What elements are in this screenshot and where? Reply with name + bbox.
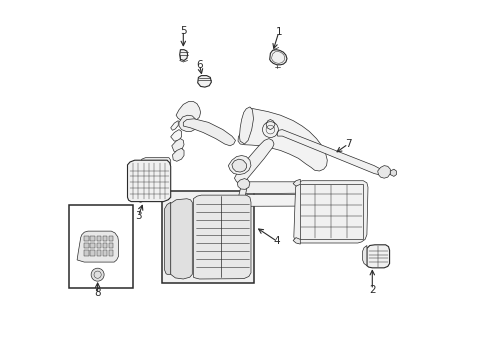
Polygon shape (362, 246, 366, 266)
Polygon shape (171, 139, 183, 152)
Polygon shape (170, 130, 181, 141)
Polygon shape (164, 202, 170, 274)
Polygon shape (241, 182, 366, 194)
Polygon shape (366, 245, 389, 268)
Text: 2: 2 (368, 285, 375, 295)
Polygon shape (292, 238, 300, 244)
Polygon shape (179, 115, 197, 131)
Polygon shape (176, 102, 200, 122)
Bar (90, 236, 95, 241)
Polygon shape (269, 50, 286, 65)
Text: 7: 7 (344, 139, 351, 149)
Polygon shape (77, 231, 118, 262)
Bar (96, 236, 101, 241)
Bar (90, 243, 95, 248)
Polygon shape (241, 194, 366, 206)
Polygon shape (238, 108, 326, 171)
Bar (84, 250, 89, 256)
Polygon shape (179, 50, 187, 60)
Bar (69, 205, 133, 288)
Polygon shape (197, 76, 211, 87)
Bar (108, 250, 113, 256)
Polygon shape (238, 178, 247, 205)
Polygon shape (234, 139, 273, 184)
Polygon shape (239, 107, 253, 144)
Text: 1: 1 (275, 27, 282, 37)
Text: 6: 6 (196, 60, 203, 70)
Bar (162, 191, 254, 283)
Bar (90, 250, 95, 256)
Bar (84, 243, 89, 248)
Polygon shape (293, 181, 367, 243)
Polygon shape (127, 160, 170, 202)
Polygon shape (237, 179, 249, 189)
Bar (102, 236, 107, 241)
Bar (102, 243, 107, 248)
Bar (108, 236, 113, 241)
Polygon shape (183, 119, 235, 146)
Polygon shape (172, 148, 183, 161)
Polygon shape (265, 120, 275, 130)
Polygon shape (292, 179, 300, 186)
Circle shape (91, 268, 104, 281)
Text: 8: 8 (94, 288, 101, 298)
Text: 5: 5 (180, 26, 186, 36)
Bar (108, 243, 113, 248)
Polygon shape (136, 158, 170, 202)
Bar (102, 250, 107, 256)
Polygon shape (389, 169, 396, 176)
Polygon shape (231, 159, 246, 172)
Bar (84, 236, 89, 241)
Text: 3: 3 (135, 211, 142, 221)
Polygon shape (170, 199, 192, 279)
Bar (96, 243, 101, 248)
Polygon shape (377, 166, 389, 178)
Polygon shape (228, 156, 250, 175)
Polygon shape (276, 130, 380, 175)
Bar (96, 250, 101, 256)
Text: 4: 4 (273, 236, 280, 246)
Polygon shape (170, 121, 178, 130)
Polygon shape (193, 195, 250, 279)
